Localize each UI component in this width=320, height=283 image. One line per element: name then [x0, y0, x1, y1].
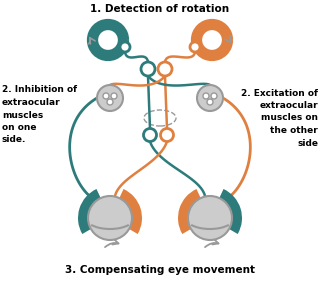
- Text: 2. Excitation of
extraocular
muscles on
the other
side: 2. Excitation of extraocular muscles on …: [241, 89, 318, 147]
- Wedge shape: [178, 189, 201, 234]
- Circle shape: [97, 85, 123, 111]
- Circle shape: [107, 99, 113, 105]
- Circle shape: [158, 62, 172, 76]
- Circle shape: [190, 42, 200, 52]
- Circle shape: [197, 85, 223, 111]
- Circle shape: [120, 42, 130, 52]
- Circle shape: [111, 93, 117, 99]
- Wedge shape: [78, 189, 101, 234]
- Wedge shape: [219, 189, 242, 234]
- Circle shape: [207, 99, 213, 105]
- Text: 2. Inhibition of
extraocular
muscles
on one
side.: 2. Inhibition of extraocular muscles on …: [2, 85, 77, 145]
- Circle shape: [143, 128, 156, 142]
- Circle shape: [188, 196, 232, 240]
- Circle shape: [88, 196, 132, 240]
- Text: 3. Compensating eye movement: 3. Compensating eye movement: [65, 265, 255, 275]
- Circle shape: [103, 93, 109, 99]
- Circle shape: [203, 93, 209, 99]
- Text: 1. Detection of rotation: 1. Detection of rotation: [91, 4, 229, 14]
- Wedge shape: [119, 189, 142, 234]
- Circle shape: [211, 93, 217, 99]
- Circle shape: [161, 128, 173, 142]
- Circle shape: [141, 62, 155, 76]
